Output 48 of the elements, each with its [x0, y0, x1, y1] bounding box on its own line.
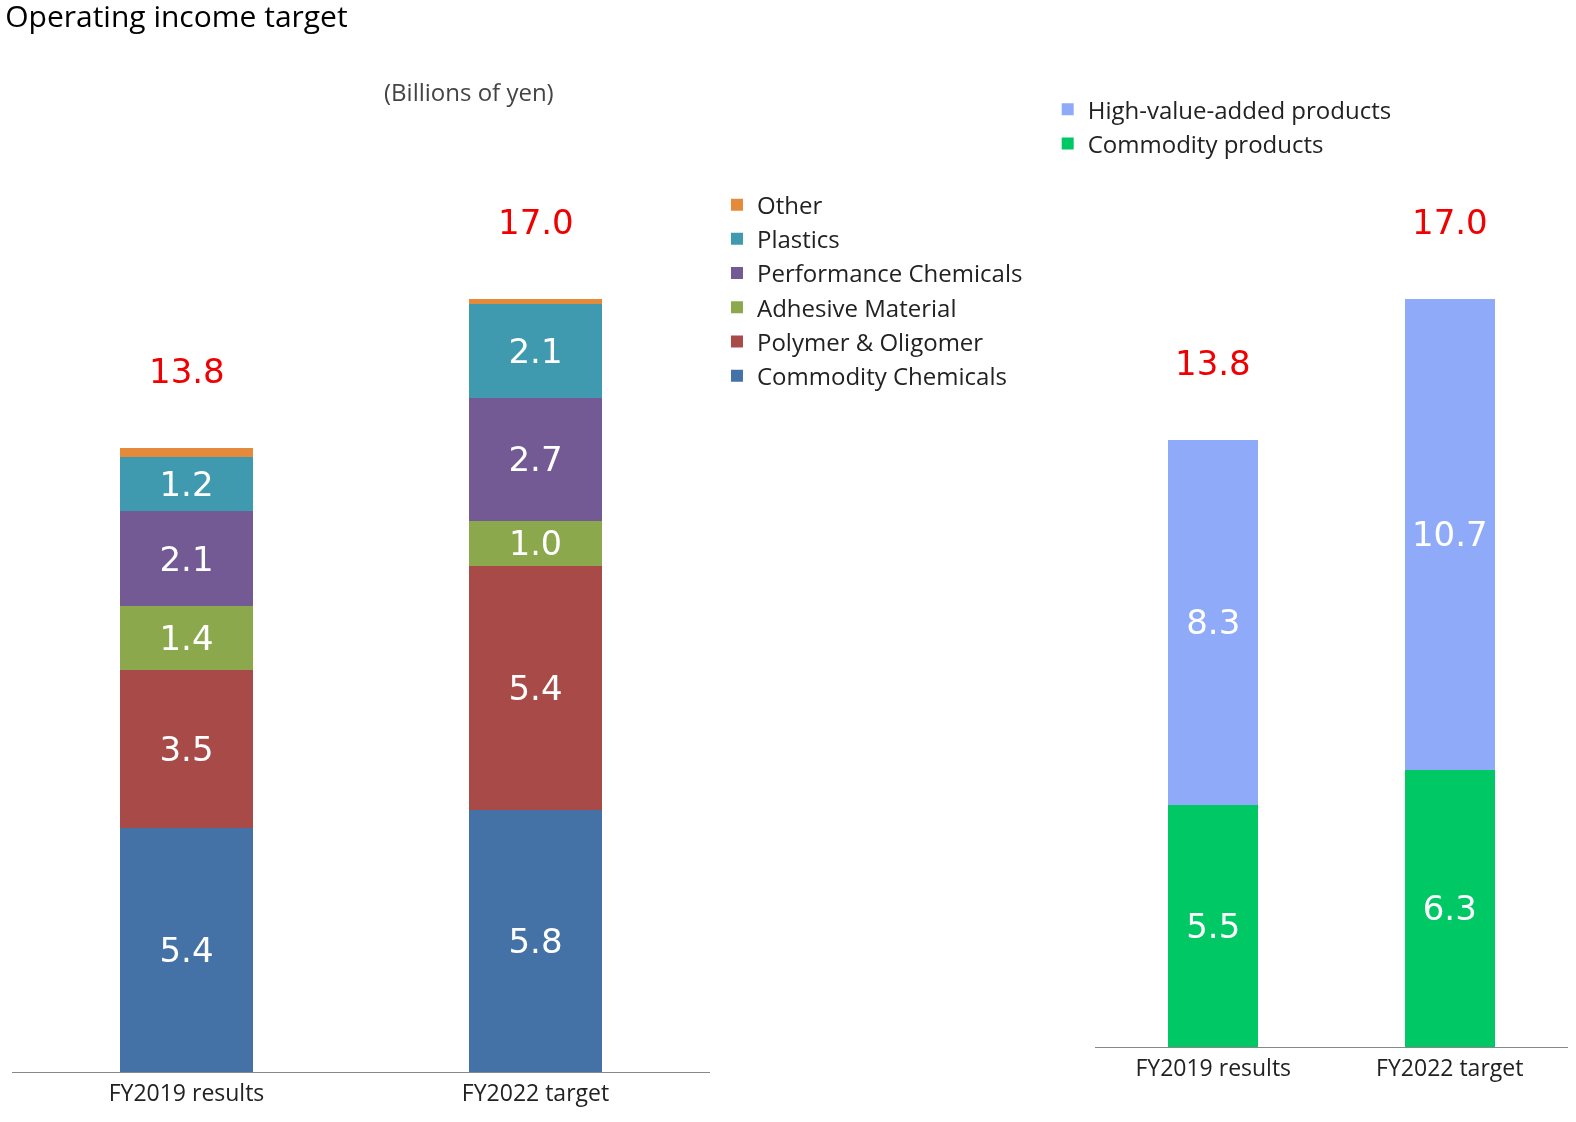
data-label: 6.3	[1422, 888, 1477, 929]
data-label: 5.8	[508, 920, 563, 961]
total-label: 13.8	[1175, 343, 1251, 383]
legend-label: High-value-added products	[1087, 92, 1392, 126]
total-label: 17.0	[498, 202, 574, 242]
legend-label: Commodity products	[1087, 126, 1324, 160]
bar	[1404, 769, 1495, 1047]
legend-label: Commodity Chemicals	[756, 359, 1007, 393]
total-label: 13.8	[149, 351, 225, 391]
data-label: 3.5	[159, 728, 214, 769]
bar	[120, 448, 253, 458]
bar	[120, 457, 253, 512]
x-tick-label: FY2019 results	[108, 1075, 265, 1108]
data-label: 1.2	[159, 464, 214, 505]
bar	[120, 669, 253, 828]
x-tick-label: FY2019 results	[1135, 1050, 1292, 1083]
data-label: 10.7	[1411, 514, 1488, 555]
bar	[120, 511, 253, 607]
data-label: 2.1	[508, 330, 563, 371]
text: (Billions of yen)	[384, 75, 554, 108]
bar	[469, 520, 602, 566]
bar	[1168, 439, 1259, 805]
bar	[1404, 299, 1495, 770]
total-label: 17.0	[1412, 202, 1488, 242]
bar	[1168, 805, 1259, 1047]
data-label: 5.4	[159, 929, 214, 970]
legend-label: Performance Chemicals	[756, 256, 1023, 290]
bar	[469, 398, 602, 521]
legend-label: Plastics	[756, 222, 840, 256]
data-label: 2.7	[508, 439, 563, 480]
x-tick-label: FY2022 target	[1376, 1050, 1524, 1083]
bar	[120, 827, 253, 1072]
bar	[469, 565, 602, 810]
legend-label: Other	[756, 188, 823, 222]
legend-label: Polymer & Oligomer	[756, 324, 984, 358]
x-tick-label: FY2022 target	[461, 1075, 610, 1108]
data-label: 5.4	[508, 667, 563, 708]
bar	[469, 809, 602, 1072]
bar	[469, 303, 602, 399]
legend-label: Adhesive Material	[756, 290, 957, 324]
data-label: 8.3	[1186, 602, 1241, 643]
data-label: 5.5	[1186, 906, 1241, 946]
chart-title: Operating income target	[5, 0, 348, 36]
data-label: 1.4	[159, 618, 214, 659]
bar	[469, 299, 602, 304]
data-label: 2.1	[159, 538, 214, 579]
data-label: 1.0	[509, 523, 562, 563]
bar	[120, 606, 253, 670]
